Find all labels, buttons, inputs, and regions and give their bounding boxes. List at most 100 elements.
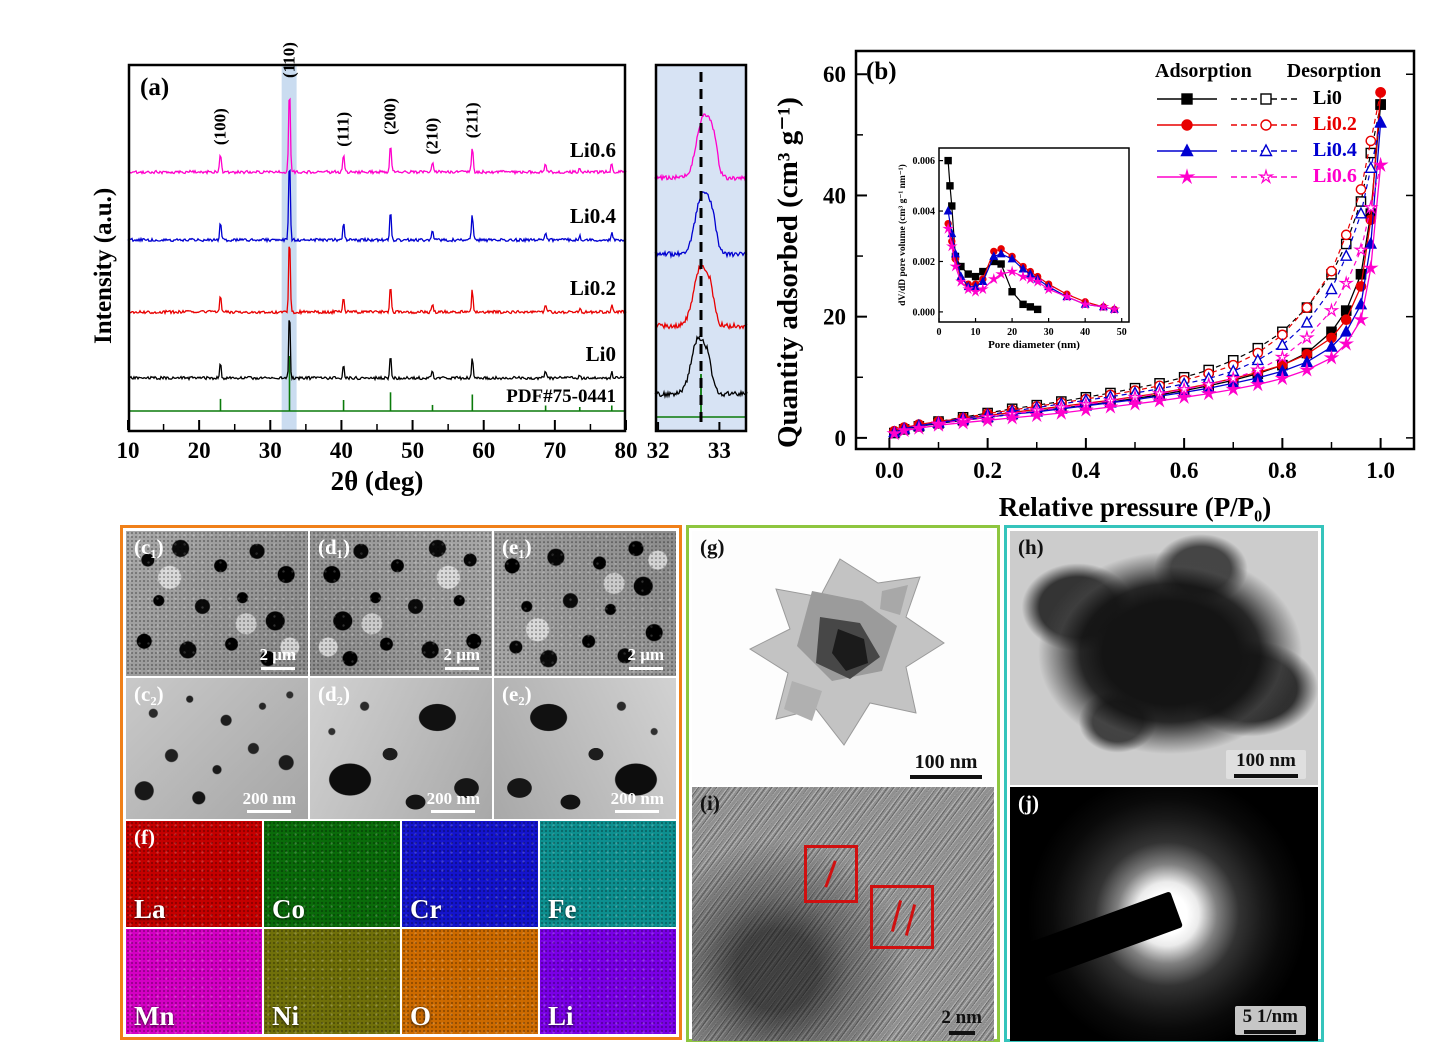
svg-text:0.2: 0.2	[973, 458, 1002, 483]
svg-text:20: 20	[823, 305, 846, 330]
tem-image-g-scalebar: 100 nm	[910, 751, 982, 779]
scale-bar-line	[615, 810, 660, 814]
scale-bar-line	[1234, 774, 1298, 778]
scale-text: 100 nm	[914, 751, 978, 773]
svg-text:(110): (110)	[279, 42, 298, 78]
hrtem-image-i-label: (i)	[700, 791, 720, 815]
sem-image-d2-texture	[310, 678, 492, 820]
tem-image-g: (g) 100 nm	[692, 531, 994, 785]
sem-image-c2-texture	[126, 678, 308, 820]
scale-bar-line	[1244, 1030, 1297, 1034]
sem-image-e2-label: (e₂)	[502, 682, 532, 707]
legend-row-li0: Li0	[1155, 86, 1381, 111]
eds-element-fe: Fe	[548, 893, 577, 924]
eds-map-la: (f) La	[126, 821, 262, 927]
svg-text:40: 40	[330, 438, 353, 463]
scale-bar-line	[948, 1031, 975, 1035]
svg-text:33: 33	[708, 438, 731, 463]
scale-text: 2 μm	[443, 645, 480, 665]
xrd-y-axis-label: Intensity (a.u.)	[90, 187, 117, 344]
svg-text:dV/dD pore volume (cm³ g⁻¹ nm⁻: dV/dD pore volume (cm³ g⁻¹ nm⁻¹)	[897, 164, 908, 306]
svg-text:30: 30	[1044, 327, 1054, 338]
scale-bar-line	[910, 775, 982, 779]
isotherm-chart: 0 20 40 60 0.0 0.2 0.4 0.6 0.8 1.0	[823, 49, 1416, 483]
panel-a-label: (a)	[140, 74, 170, 101]
svg-text:0.000: 0.000	[913, 307, 936, 318]
scale-text: 200 nm	[242, 788, 296, 808]
tem-image-g-label: (g)	[700, 535, 725, 559]
legend-header: Adsorption Desorption	[1155, 60, 1382, 82]
sem-image-c1-scalebar: 2 μm	[259, 646, 296, 671]
saed-image-j-label: (j)	[1018, 791, 1039, 815]
isotherm-x-axis-label: Relative pressure (P/P₀)	[998, 492, 1272, 522]
svg-text:(210): (210)	[422, 118, 441, 155]
hrtem-image-i-scalebar: 2 nm	[941, 1007, 982, 1035]
legend-label-li0: Li0	[1313, 87, 1342, 109]
eds-element-cr: Cr	[410, 893, 442, 924]
hrtem-image-i: (i) 2 nm	[692, 787, 994, 1041]
scale-bar-line	[431, 810, 476, 814]
sem-eds-group: (c₁) 2 μm (d₁) 2 μm (e₁) 2 μm (c	[120, 525, 682, 1040]
svg-text:0.006: 0.006	[913, 156, 936, 167]
eds-map-o-texture	[402, 928, 538, 1034]
eds-map-o: O	[402, 928, 538, 1034]
scale-text: 100 nm	[1236, 750, 1296, 772]
eds-map-ni-texture	[264, 928, 400, 1034]
eds-map-co-texture	[264, 821, 400, 927]
eds-element-li: Li	[548, 1000, 574, 1031]
eds-element-la: La	[134, 893, 166, 924]
legend-marker-li02	[1157, 118, 1301, 131]
svg-text:Li0: Li0	[586, 342, 616, 366]
xrd-x-axis-label: 2θ (deg)	[330, 466, 424, 496]
svg-text:Li0.2: Li0.2	[570, 276, 616, 300]
svg-text:70: 70	[543, 438, 566, 463]
sem-image-d2-scalebar: 200 nm	[426, 788, 480, 814]
sem-image-d1: (d₁) 2 μm	[310, 531, 492, 677]
svg-text:0: 0	[835, 426, 847, 451]
svg-text:0.002: 0.002	[913, 257, 936, 268]
svg-text:60: 60	[823, 62, 846, 87]
eds-map-mn: Mn	[126, 928, 262, 1034]
sem-image-c2-label: (c₂)	[134, 682, 164, 707]
saed-image-j-scalebar: 5 1/nm	[1234, 1006, 1306, 1035]
eds-map-cr: Cr	[402, 821, 538, 927]
sem-image-e1: (e₁) 2 μm	[494, 531, 676, 677]
legend-marker-li06	[1157, 167, 1301, 184]
svg-text:30: 30	[259, 438, 282, 463]
tem-image-h-scalebar: 100 nm	[1226, 750, 1306, 779]
eds-map-la-texture	[126, 821, 262, 927]
eds-map-li-texture	[540, 928, 676, 1034]
eds-element-mn: Mn	[134, 1000, 175, 1031]
svg-text:20: 20	[188, 438, 211, 463]
svg-text:Li0.4: Li0.4	[570, 204, 617, 228]
eds-row-2: Mn Ni O Li	[126, 928, 676, 1034]
hrtem-lattice-texture	[692, 787, 994, 1041]
sem-image-c1-texture	[126, 531, 308, 677]
svg-text:20: 20	[1007, 327, 1017, 338]
scale-text: 200 nm	[426, 788, 480, 808]
sem-image-d2-label: (d₂)	[318, 682, 350, 707]
saed-image-j: (j) 5 1/nm	[1010, 787, 1318, 1041]
scale-bar-line	[628, 667, 663, 671]
svg-text:40: 40	[1080, 327, 1090, 338]
legend-marker-li0	[1157, 92, 1301, 105]
eds-row-1: (f) La Co Cr Fe	[126, 821, 676, 927]
svg-text:(211): (211)	[462, 102, 481, 138]
scale-bar-line	[444, 667, 479, 671]
svg-text:40: 40	[823, 183, 846, 208]
eds-map-mn-texture	[126, 928, 262, 1034]
legend-row-li02: Li0.2	[1155, 112, 1381, 137]
legend-label-li06: Li0.6	[1313, 165, 1357, 187]
sem-row-1: (c₁) 2 μm (d₁) 2 μm (e₁) 2 μm	[126, 531, 676, 677]
eds-map-cr-texture	[402, 821, 538, 927]
legend-label-li04: Li0.4	[1313, 139, 1357, 161]
legend-label-li02: Li0.2	[1313, 113, 1357, 135]
sem-image-d1-label: (d₁)	[318, 535, 350, 559]
tem-group-h-j: (h) 100 nm (j) 5 1/nm	[1004, 525, 1324, 1042]
xrd-chart: Li0 Li0.2 Li0.4 Li0.6 PDF#75-0441 (100) (110) (…	[117, 42, 638, 463]
svg-text:Pore diameter (nm): Pore diameter (nm)	[988, 339, 1080, 351]
eds-element-ni: Ni	[272, 1000, 299, 1031]
svg-text:10: 10	[117, 438, 140, 463]
tem-image-h-texture	[1010, 531, 1318, 785]
svg-text:0: 0	[937, 327, 942, 338]
